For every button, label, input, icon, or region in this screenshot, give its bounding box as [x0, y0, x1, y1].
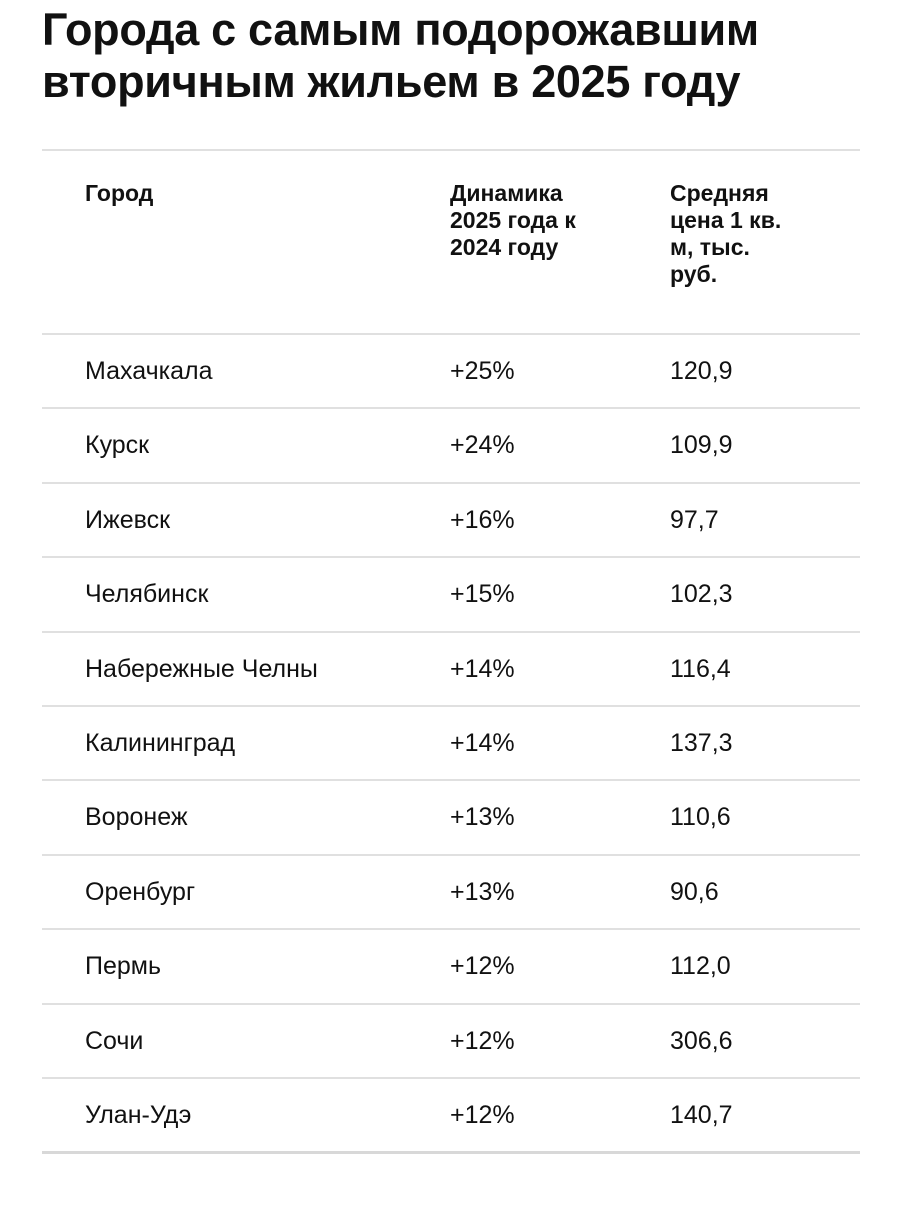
table-rule	[42, 556, 860, 559]
page-title: Города с самым подорожавшим вторичным жи…	[42, 4, 759, 107]
table-rule	[42, 333, 860, 335]
price-change: +24%	[450, 431, 515, 460]
city-name: Курск	[85, 431, 150, 460]
city-name: Челябинск	[85, 580, 209, 609]
price-change: +25%	[450, 357, 515, 385]
table-rule	[42, 149, 860, 151]
average-price: 110,6	[670, 803, 731, 832]
price-change: +16%	[450, 505, 515, 534]
table-rule	[42, 407, 860, 410]
table-rule	[42, 853, 860, 856]
city-name: Махачкала	[85, 357, 213, 385]
table-rule	[42, 1151, 860, 1155]
city-name: Оренбург	[85, 877, 196, 906]
average-price: 140,7	[670, 1101, 733, 1129]
table-rule	[42, 481, 860, 484]
city-name: Набережные Челны	[85, 654, 318, 683]
table-rule	[42, 705, 860, 707]
table-rule	[42, 928, 860, 931]
price-change: +13%	[450, 803, 515, 832]
table-rule	[42, 779, 860, 782]
average-price: 120,9	[670, 357, 733, 385]
table-rule	[42, 1002, 860, 1005]
city-name: Сочи	[85, 1026, 144, 1055]
city-name: Ижевск	[85, 505, 171, 534]
table-rule	[42, 1077, 860, 1079]
price-change: +14%	[450, 654, 515, 683]
column-header: Динамика 2025 года к 2024 году	[450, 180, 576, 260]
price-change: +15%	[450, 580, 515, 609]
average-price: 102,3	[670, 580, 733, 609]
column-header: Город	[85, 180, 154, 206]
average-price: 112,0	[670, 952, 731, 981]
city-name: Улан-Удэ	[85, 1101, 192, 1129]
average-price: 137,3	[670, 729, 733, 757]
average-price: 97,7	[670, 505, 719, 534]
city-name: Пермь	[85, 952, 161, 981]
average-price: 90,6	[670, 877, 719, 906]
price-change: +12%	[450, 1026, 515, 1055]
average-price: 306,6	[670, 1026, 733, 1055]
column-header: Средняя цена 1 кв. м, тыс. руб.	[670, 180, 782, 287]
average-price: 116,4	[670, 654, 731, 683]
city-name: Калининград	[85, 729, 236, 757]
price-change: +13%	[450, 877, 515, 906]
price-change: +12%	[450, 952, 515, 981]
price-change: +12%	[450, 1101, 515, 1129]
price-change: +14%	[450, 729, 515, 757]
city-name: Воронеж	[85, 803, 188, 832]
table-rule	[42, 630, 860, 633]
average-price: 109,9	[670, 431, 733, 460]
